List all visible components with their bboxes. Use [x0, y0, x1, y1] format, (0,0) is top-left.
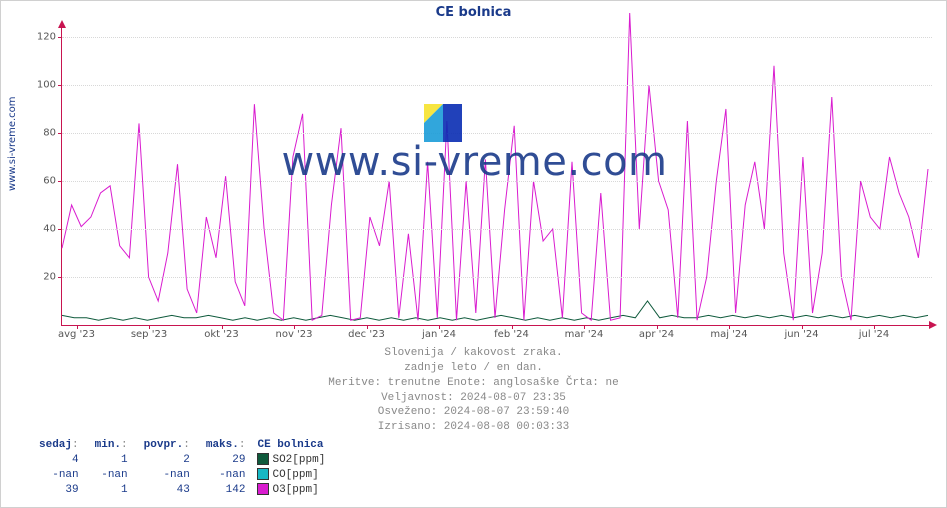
x-tick-label: okt '23	[204, 329, 238, 340]
x-tick-label: sep '23	[131, 329, 167, 340]
x-tick-label: feb '24	[494, 329, 529, 340]
stat-max: 142	[198, 482, 254, 497]
meta-settings: Meritve: trenutne Enote: anglosaške Črta…	[1, 376, 946, 391]
legend-swatch	[257, 453, 269, 465]
site-label-vertical: www.si-vreme.com	[7, 96, 18, 191]
legend-swatch	[257, 483, 269, 495]
meta-drawn: Izrisano: 2024-08-08 00:03:33	[1, 420, 946, 435]
y-tick-label: 80	[43, 128, 56, 139]
meta-range: zadnje leto / en dan.	[1, 361, 946, 376]
plot-area: 20406080100120avg '23sep '23okt '23nov '…	[61, 25, 932, 326]
y-tick-label: 120	[37, 32, 56, 43]
y-tick-label: 60	[43, 176, 56, 187]
x-tick-label: avg '23	[58, 329, 95, 340]
y-tick-label: 40	[43, 224, 56, 235]
stat-max: -nan	[198, 467, 254, 482]
hdr-loc: CE bolnica	[257, 439, 323, 451]
hdr-avg: povpr.	[144, 439, 184, 451]
series-label: CO[ppm]	[272, 469, 318, 481]
meta-refreshed: Osveženo: 2024-08-07 23:59:40	[1, 405, 946, 420]
hdr-min: min.	[95, 439, 121, 451]
meta-validity: Veljavnost: 2024-08-07 23:35	[1, 391, 946, 406]
metadata-block: Slovenija / kakovost zraka. zadnje leto …	[1, 346, 946, 435]
stat-min: -nan	[87, 467, 136, 482]
series-line	[62, 13, 928, 320]
series-label: O3[ppm]	[272, 484, 318, 496]
stats-table: sedaj: min.: povpr.: maks.: CE bolnica 4…	[31, 438, 333, 497]
series-label-cell: CO[ppm]	[253, 467, 333, 482]
x-tick-label: jun '24	[784, 329, 818, 340]
hdr-max: maks.	[206, 439, 239, 451]
stat-now: 39	[31, 482, 87, 497]
y-tick-label: 20	[43, 272, 56, 283]
series-label: SO2[ppm]	[272, 454, 325, 466]
hdr-now: sedaj	[39, 439, 72, 451]
chart-frame: www.si-vreme.com CE bolnica 204060801001…	[0, 0, 947, 508]
series-label-cell: O3[ppm]	[253, 482, 333, 497]
table-row: -nan-nan-nan-nanCO[ppm]	[31, 467, 333, 482]
x-tick-label: mar '24	[565, 329, 604, 340]
series-label-cell: SO2[ppm]	[253, 452, 333, 467]
table-row: 39143142 O3[ppm]	[31, 482, 333, 497]
watermark-icon	[424, 104, 462, 142]
stats-header-row: sedaj: min.: povpr.: maks.: CE bolnica	[31, 438, 333, 452]
chart-title: CE bolnica	[1, 5, 946, 20]
stat-min: 1	[87, 482, 136, 497]
x-tick-label: nov '23	[275, 329, 312, 340]
stat-min: 1	[87, 452, 136, 467]
x-tick-label: dec '23	[348, 329, 385, 340]
stat-avg: 2	[136, 452, 198, 467]
x-tick-label: jan '24	[422, 329, 456, 340]
x-tick-label: jul '24	[859, 329, 890, 340]
stat-now: -nan	[31, 467, 87, 482]
table-row: 41229 SO2[ppm]	[31, 452, 333, 467]
stat-avg: -nan	[136, 467, 198, 482]
chart-svg	[62, 25, 932, 325]
x-tick-label: maj '24	[710, 329, 747, 340]
y-tick-label: 100	[37, 80, 56, 91]
meta-source: Slovenija / kakovost zraka.	[1, 346, 946, 361]
stat-max: 29	[198, 452, 254, 467]
x-tick-label: apr '24	[639, 329, 674, 340]
stat-now: 4	[31, 452, 87, 467]
legend-swatch	[257, 468, 269, 480]
stat-avg: 43	[136, 482, 198, 497]
